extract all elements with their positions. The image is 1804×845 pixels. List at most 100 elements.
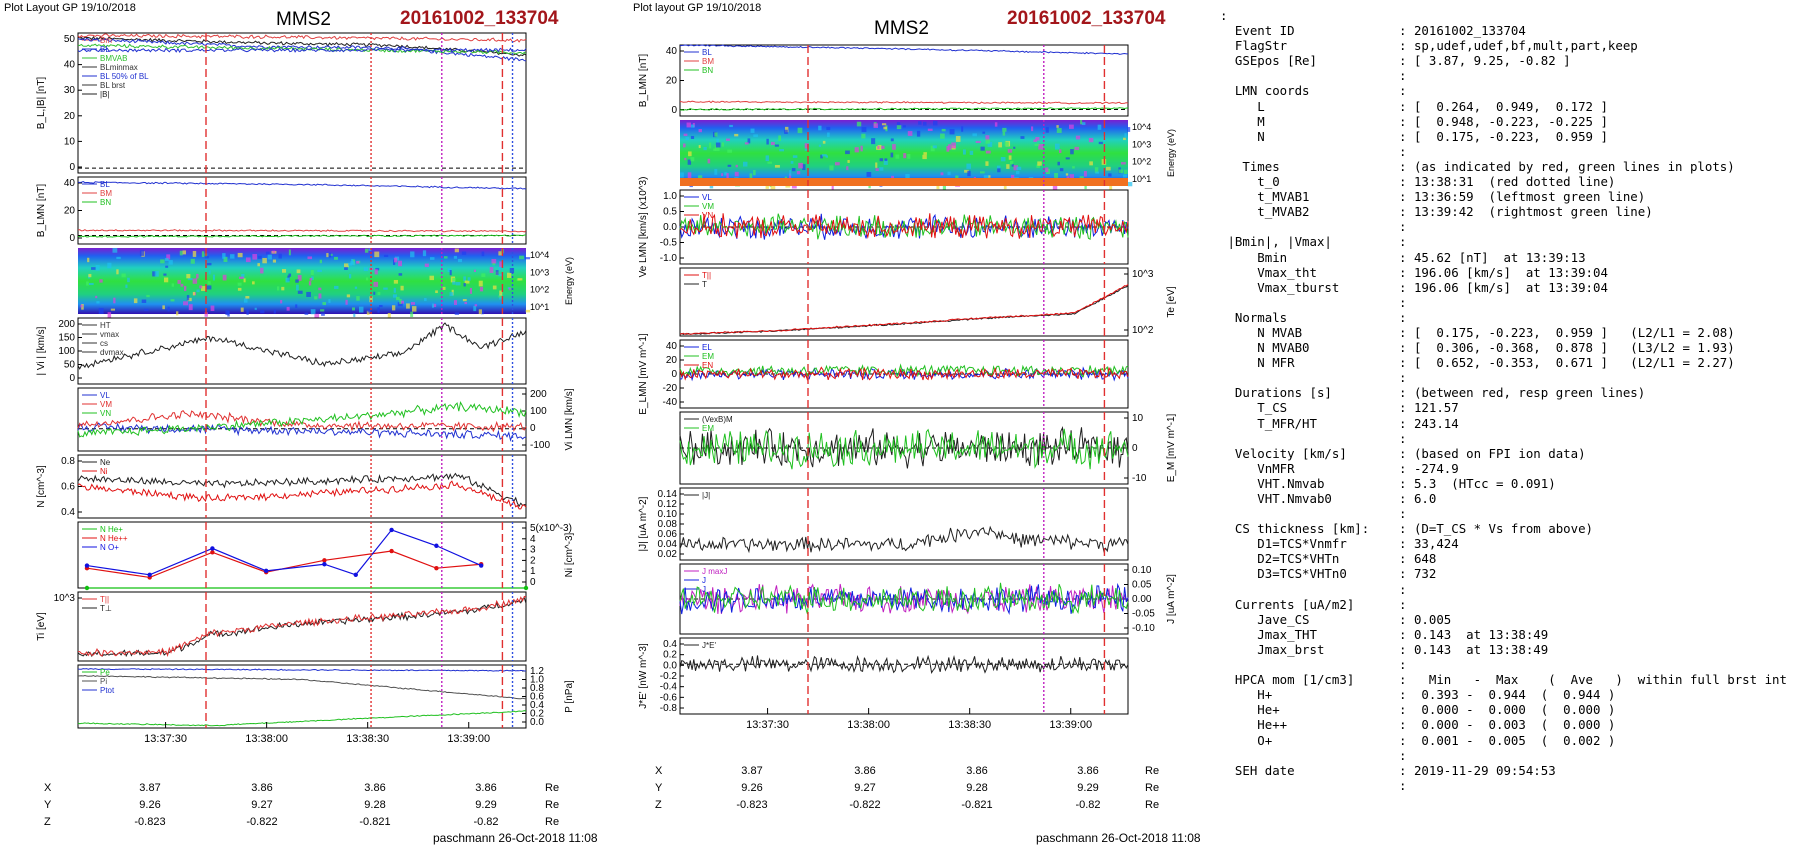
y-tick-label: -0.5 [660, 238, 678, 249]
heatmap-speck [847, 160, 850, 163]
heatmap-speck [996, 165, 1001, 169]
heatmap-speck [354, 286, 358, 289]
heatmap-speck [875, 146, 879, 150]
info-line: N MFR : [ 0.652, -0.353, 0.671 ] (L2/L1 … [1220, 355, 1735, 371]
y-axis-label: J*E' [nW m^-3] [638, 643, 649, 709]
series-line [77, 668, 527, 672]
heatmap-speck [774, 164, 780, 168]
heatmap-speck [1003, 185, 1007, 190]
heatmap-speck [1052, 184, 1058, 190]
heatmap-speck [393, 257, 398, 263]
heatmap-speck [743, 161, 748, 167]
data-point [84, 563, 90, 568]
heatmap-speck [846, 166, 849, 171]
heatmap-speck [804, 143, 809, 149]
heatmap-speck [883, 126, 887, 130]
heatmap-speck [163, 277, 169, 283]
info-line: : [1220, 657, 1407, 673]
legend-entry: EM [702, 352, 714, 361]
heatmap-speck [280, 300, 283, 304]
heatmap-speck [272, 250, 276, 253]
series-line [77, 33, 527, 43]
info-line: Bmin : 45.62 [nT] at 13:39:13 [1220, 249, 1586, 265]
heatmap-speck [192, 291, 196, 296]
heatmap-speck [766, 138, 769, 145]
heatmap-speck [98, 307, 104, 314]
heatmap-speck [492, 285, 497, 290]
heatmap-speck [410, 302, 415, 305]
y-tick-label: 0 [69, 373, 75, 384]
heatmap-band [680, 178, 1128, 186]
right-panel-4 [679, 339, 1129, 409]
right-panel-7 [679, 563, 1129, 635]
legend-entry: Ptot [100, 686, 115, 695]
panel-frame [77, 317, 527, 385]
heatmap-speck [1059, 168, 1064, 172]
position-value: -0.821 [359, 816, 391, 828]
legend-entry: VN [100, 409, 111, 418]
heatmap-speck [478, 309, 482, 314]
heatmap-speck [133, 298, 138, 304]
x-tick-label: 13:38:30 [346, 733, 389, 745]
heatmap-speck [498, 273, 503, 277]
heatmap-speck [345, 299, 348, 305]
heatmap-speck [127, 277, 130, 283]
heatmap-speck [683, 143, 686, 148]
heatmap-speck [348, 262, 353, 266]
y-tick-label: 0 [671, 105, 677, 116]
y-axis-label: Te [eV] [1166, 286, 1177, 317]
y-tick-label: 40 [666, 341, 678, 352]
info-line: : [1220, 8, 1228, 23]
y-tick-label: 0.08 [658, 519, 678, 530]
series-line [77, 710, 527, 727]
y-tick-label: 1.2 [530, 666, 544, 677]
heatmap-speck [724, 172, 728, 176]
right-panel-5 [679, 411, 1129, 485]
heatmap-speck [716, 138, 719, 143]
heatmap-speck [356, 261, 360, 264]
y-tick-label: 20 [666, 355, 678, 366]
heatmap-speck [154, 271, 159, 277]
y-tick-label: -10 [1132, 473, 1147, 484]
heatmap-speck [687, 172, 692, 179]
left-layout-label: Plot Layout GP 19/10/2018 [4, 2, 136, 14]
heatmap-speck [144, 308, 149, 311]
heatmap-speck [877, 144, 882, 151]
left-panel-7 [77, 591, 527, 662]
heatmap-speck [1054, 143, 1060, 150]
info-line: FlagStr : sp,udef,udef,bf,mult,part,keep [1220, 38, 1638, 54]
heatmap-speck [184, 285, 187, 292]
heatmap-tick-label: 10^2 [1132, 157, 1151, 167]
position-value: 9.27 [251, 799, 273, 811]
heatmap-tick-label: 10^2 [530, 285, 549, 295]
heatmap-speck [455, 281, 461, 286]
y-tick-label: -40 [663, 397, 678, 408]
heatmap-speck [907, 131, 913, 136]
series-line [77, 47, 527, 54]
position-value: 3.86 [475, 782, 497, 794]
heatmap-speck [698, 144, 701, 149]
heatmap-speck [955, 136, 961, 142]
y-tick-label: 0.6 [530, 692, 544, 703]
heatmap-speck [987, 141, 993, 147]
heatmap-speck [940, 172, 944, 176]
series-line [77, 472, 527, 508]
legend-entry: BL brst [100, 81, 126, 90]
legend-entry: BL [100, 180, 110, 189]
heatmap-speck [285, 277, 290, 283]
heatmap-speck [1075, 135, 1081, 140]
heatmap-speck [356, 296, 360, 301]
y-tick-label: 40 [666, 46, 678, 57]
heatmap-speck [997, 167, 1001, 173]
heatmap-speck [519, 255, 524, 260]
data-point [263, 568, 269, 574]
heatmap-speck [1123, 169, 1128, 175]
heatmap-speck [750, 128, 755, 133]
heatmap-speck [1002, 131, 1006, 136]
y-tick-label: 100 [58, 346, 75, 357]
right-panel-8 [679, 637, 1129, 715]
y-tick-label: -0.10 [1132, 623, 1155, 634]
y-tick-label: -20 [663, 383, 678, 394]
y-tick-label: 4 [530, 534, 536, 545]
right-event-title: 20161002_133704 [1007, 8, 1166, 29]
